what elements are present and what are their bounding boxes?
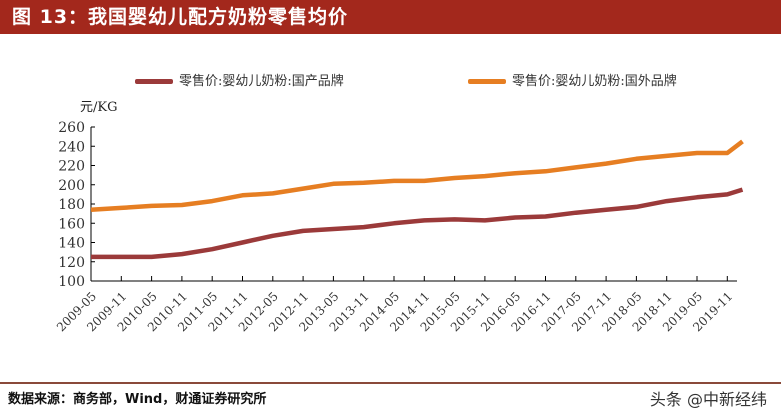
y-tick-label: 240 [58,139,85,155]
footer-divider [0,382,781,384]
y-axis-unit: 元/KG [80,100,118,115]
legend-label-foreign: 零售价:婴幼儿奶粉:国外品牌 [512,74,677,89]
y-tick-label: 180 [58,197,85,213]
legend-swatch-foreign [468,79,506,84]
y-tick-label: 140 [58,236,85,252]
legend-label-domestic: 零售价:婴幼儿奶粉:国产品牌 [179,74,344,89]
data-source: 数据来源：商务部，Wind，财通证券研究所 [8,392,267,407]
y-tick-label: 120 [58,255,85,271]
legend-item-domestic: 零售价:婴幼儿奶粉:国产品牌 [135,74,344,89]
y-tick-label: 200 [58,178,85,194]
figure-title: 图 13：我国婴幼儿配方奶粉零售均价 [0,0,781,34]
line-chart: 1001201401601802002202402602009-052009-1… [54,120,744,334]
legend-item-foreign: 零售价:婴幼儿奶粉:国外品牌 [468,74,677,89]
watermark: 头条 @中新经纬 [649,390,767,409]
y-tick-label: 220 [58,159,85,175]
y-tick-label: 160 [58,216,85,232]
y-tick-label: 260 [58,120,85,136]
y-tick-label: 100 [58,274,85,290]
series-line-foreign [90,139,744,213]
legend-swatch-domestic [135,79,173,84]
series-line-domestic [91,187,744,260]
